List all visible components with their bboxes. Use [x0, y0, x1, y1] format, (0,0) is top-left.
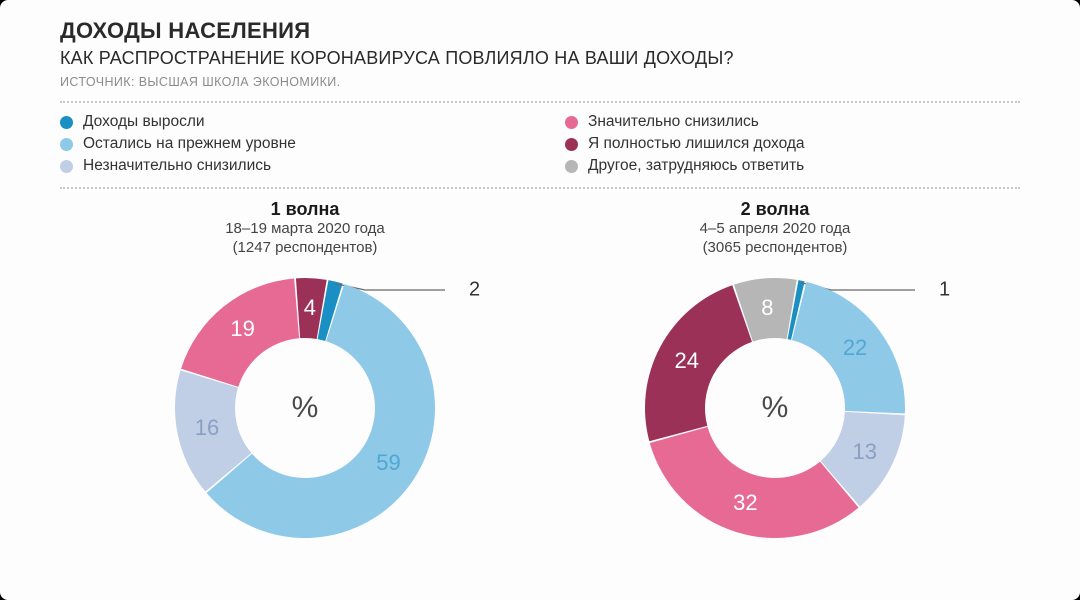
segment-value: 1	[939, 278, 950, 301]
legend-col-left: Доходы выросли Остались на прежнем уровн…	[60, 113, 515, 175]
chart-respondents: (3065 респондентов)	[565, 239, 985, 258]
donut-segment	[792, 281, 905, 413]
swatch-icon	[565, 116, 578, 129]
divider-bottom	[60, 187, 1020, 189]
legend-label: Остались на прежнем уровне	[83, 135, 296, 153]
divider-top	[60, 101, 1020, 103]
donut-segment	[650, 426, 859, 537]
source-line: ИСТОЧНИК: ВЫСШАЯ ШКОЛА ЭКОНОМИКИ.	[60, 75, 1020, 89]
chart-wave-1: 1 волна 18–19 марта 2020 года (1247 респ…	[95, 199, 515, 548]
swatch-icon	[565, 138, 578, 151]
chart-title: 2 волна	[565, 199, 985, 220]
chart-date: 18–19 марта 2020 года	[95, 220, 515, 239]
legend-item: Я полностью лишился дохода	[565, 135, 1020, 153]
legend-label: Другое, затрудняюсь ответить	[588, 157, 804, 175]
legend-item: Остались на прежнем уровне	[60, 135, 515, 153]
legend-col-right: Значительно снизились Я полностью лишилс…	[565, 113, 1020, 175]
donut-segment	[645, 285, 752, 441]
swatch-icon	[60, 138, 73, 151]
legend-item: Значительно снизились	[565, 113, 1020, 131]
chart-title: 1 волна	[95, 199, 515, 220]
legend-label: Незначительно снизились	[83, 157, 271, 175]
swatch-icon	[60, 160, 73, 173]
legend-item: Незначительно снизились	[60, 157, 515, 175]
chart-wave-2: 2 волна 4–5 апреля 2020 года (3065 респо…	[565, 199, 985, 548]
legend: Доходы выросли Остались на прежнем уровн…	[60, 113, 1020, 175]
chart-respondents: (1247 респондентов)	[95, 239, 515, 258]
donut-segment	[181, 278, 299, 386]
page-title: ДОХОДЫ НАСЕЛЕНИЯ	[60, 18, 1020, 44]
infographic-card: ДОХОДЫ НАСЕЛЕНИЯ КАК РАСПРОСТРАНЕНИЕ КОР…	[0, 0, 1080, 600]
legend-label: Значительно снизились	[588, 113, 759, 131]
charts-row: 1 волна 18–19 марта 2020 года (1247 респ…	[60, 199, 1020, 548]
center-symbol: %	[762, 391, 789, 425]
legend-label: Доходы выросли	[83, 113, 205, 131]
donut-chart: % 25916194	[165, 268, 445, 548]
legend-item: Другое, затрудняюсь ответить	[565, 157, 1020, 175]
chart-date: 4–5 апреля 2020 года	[565, 220, 985, 239]
donut-chart: % 1221332248	[635, 268, 915, 548]
swatch-icon	[60, 116, 73, 129]
legend-item: Доходы выросли	[60, 113, 515, 131]
swatch-icon	[565, 160, 578, 173]
segment-value: 2	[469, 278, 480, 301]
legend-label: Я полностью лишился дохода	[588, 135, 805, 153]
center-symbol: %	[292, 391, 319, 425]
page-subtitle: КАК РАСПРОСТРАНЕНИЕ КОРОНАВИРУСА ПОВЛИЯЛ…	[60, 48, 1020, 69]
